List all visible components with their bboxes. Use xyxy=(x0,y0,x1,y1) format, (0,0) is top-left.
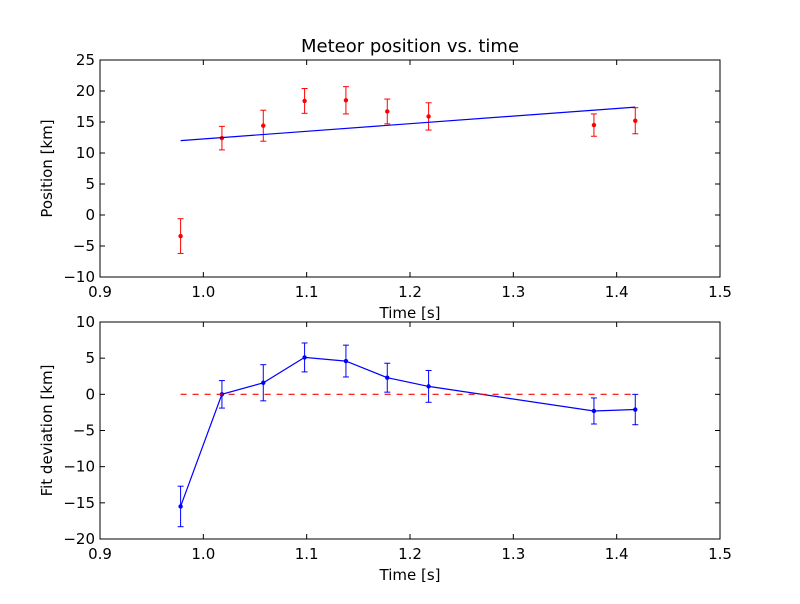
x-tick-label: 1.4 xyxy=(605,283,629,301)
y-axis-label: Position [km] xyxy=(38,119,56,217)
deviation-chart: 0.9 1.0 1.1 1.2 1.3 1.4 1.5 −20 −15 −10 −5 0 5 10 Time… xyxy=(38,313,732,584)
y-tick-label: −5 xyxy=(73,237,95,255)
series-line xyxy=(180,106,636,142)
x-tick-label: 1.5 xyxy=(708,545,732,563)
data-point xyxy=(261,380,266,385)
y-tick-label: 15 xyxy=(76,113,95,131)
y-tick-label: −20 xyxy=(63,530,95,548)
x-tick-label: 1.3 xyxy=(501,545,525,563)
y-tick-label: −5 xyxy=(73,422,95,440)
x-tick-label: 1.5 xyxy=(708,283,732,301)
x-tick-label: 1.1 xyxy=(295,545,319,563)
y-tick-label: 25 xyxy=(76,51,95,69)
data-point xyxy=(178,504,183,509)
y-tick-label: 10 xyxy=(76,144,95,162)
y-tick-label: 5 xyxy=(85,349,95,367)
data-point xyxy=(343,98,349,103)
plot-frame xyxy=(99,59,721,278)
data-point xyxy=(385,375,390,380)
y-tick-label: 20 xyxy=(76,82,95,100)
y-tick-label: 10 xyxy=(76,313,95,331)
x-tick-label: 1.2 xyxy=(398,283,422,301)
x-tick-label: 1.1 xyxy=(295,283,319,301)
x-axis-label: Time [s] xyxy=(379,304,441,322)
y-tick-label: −10 xyxy=(63,268,95,286)
series-1-line xyxy=(180,106,636,142)
y-tick-label: 0 xyxy=(85,206,95,224)
series-0-line-points-errorbars xyxy=(177,342,639,528)
y-axis-label: Fit deviation [km] xyxy=(38,365,56,497)
data-point xyxy=(426,114,431,119)
data-point xyxy=(302,98,307,104)
series-line xyxy=(180,356,636,507)
y-tick-label: 0 xyxy=(85,385,95,403)
data-point xyxy=(633,407,638,412)
data-point xyxy=(385,109,390,114)
x-axis-label: Time [s] xyxy=(379,566,441,584)
position-chart: 0.9 1.0 1.1 1.2 1.3 1.4 1.5 −10 −5 0 5 10 15 20 25 Time… xyxy=(38,36,732,322)
data-point xyxy=(591,408,597,414)
data-point xyxy=(302,355,307,360)
x-tick-label: 1.3 xyxy=(501,283,525,301)
x-tick-label: 1.0 xyxy=(191,283,215,301)
chart-title: Meteor position vs. time xyxy=(301,36,519,57)
y-tick-label: 5 xyxy=(85,175,95,193)
data-point xyxy=(261,123,266,128)
x-tick-label: 1.2 xyxy=(398,545,422,563)
x-tick-label: 1.4 xyxy=(605,545,629,563)
data-point xyxy=(633,118,638,123)
data-point xyxy=(178,233,183,239)
data-point xyxy=(426,384,431,389)
data-point xyxy=(591,122,597,128)
x-tick-label: 1.0 xyxy=(191,545,215,563)
y-tick-label: −15 xyxy=(63,494,95,512)
plot-frame xyxy=(99,321,721,540)
x-tick-label: 0.9 xyxy=(88,283,112,301)
x-tick-label: 0.9 xyxy=(88,545,112,563)
y-tick-label: −10 xyxy=(63,458,95,476)
data-point xyxy=(343,358,349,364)
